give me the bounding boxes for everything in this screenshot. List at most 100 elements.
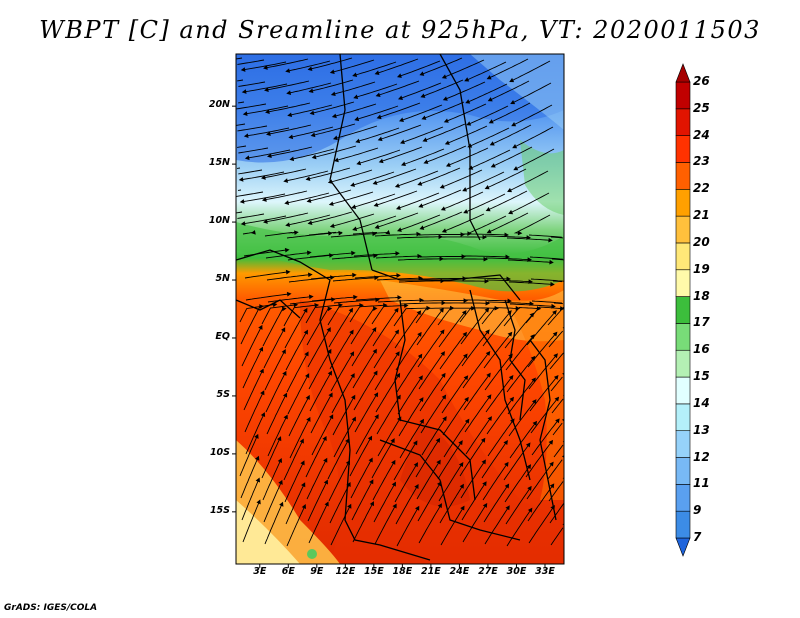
- streamline: [471, 149, 511, 169]
- streamline-arrow: [285, 222, 291, 227]
- streamline-arrow: [277, 458, 282, 464]
- streamline-arrow: [304, 351, 309, 357]
- streamline-arrow: [306, 198, 312, 203]
- colorbar-label: 17: [693, 315, 710, 330]
- streamline-arrow: [330, 91, 336, 96]
- streamline: [503, 307, 538, 327]
- colorbar-segment: [675, 349, 691, 378]
- streamline-arrow: [240, 67, 246, 72]
- streamline: [353, 171, 395, 186]
- streamline: [509, 303, 552, 307]
- streamline-arrow: [231, 80, 234, 83]
- streamline-arrow: [505, 254, 510, 260]
- streamline: [489, 190, 528, 210]
- streamline: [464, 397, 490, 433]
- streamline-arrow: [352, 226, 358, 231]
- streamline: [446, 81, 486, 100]
- streamline: [236, 211, 243, 214]
- lon-label: 18E: [392, 566, 413, 577]
- streamline: [506, 510, 531, 547]
- streamline: [375, 375, 399, 413]
- streamline-arrow: [272, 302, 278, 308]
- streamline-arrow: [565, 236, 568, 239]
- streamline-arrow: [461, 310, 467, 316]
- streamline: [332, 397, 354, 436]
- colorbar-max-triangle: [675, 63, 691, 83]
- streamline: [504, 467, 530, 503]
- lat-label: 10S: [209, 446, 230, 458]
- streamline: [465, 419, 491, 455]
- streamline: [437, 443, 461, 480]
- colorbar-segment: [675, 81, 691, 110]
- streamline: [516, 148, 555, 169]
- streamline: [464, 255, 507, 258]
- colorbar-label: 14: [693, 395, 710, 410]
- streamline-arrow: [529, 301, 534, 306]
- colorbar-segment: [675, 296, 691, 324]
- streamline-arrow: [310, 132, 316, 138]
- streamline-arrow: [374, 224, 380, 229]
- streamline: [380, 102, 421, 118]
- streamline-arrow: [329, 223, 335, 229]
- streamline-arrow: [416, 231, 421, 237]
- streamline: [310, 189, 352, 202]
- streamline: [265, 374, 285, 413]
- streamline: [307, 482, 327, 522]
- streamline-arrow: [281, 327, 286, 333]
- streamline-arrow: [549, 259, 554, 265]
- streamline-arrow: [563, 349, 564, 351]
- streamline: [484, 235, 528, 238]
- temperature-field: [230, 54, 569, 564]
- streamline: [261, 439, 280, 479]
- streamline-arrow: [260, 412, 266, 418]
- streamline: [547, 306, 564, 326]
- streamline-arrow: [420, 93, 426, 98]
- streamline: [371, 305, 405, 325]
- streamline-arrow: [259, 368, 264, 374]
- streamline: [485, 257, 529, 261]
- streamline: [482, 464, 507, 501]
- lon-label: 3E: [253, 566, 267, 577]
- country-borders: [236, 54, 557, 561]
- streamline-arrow: [303, 307, 308, 313]
- streamline-arrow: [288, 134, 294, 140]
- streamline: [396, 356, 421, 393]
- streamline-arrow: [230, 212, 233, 215]
- streamline-arrow: [439, 329, 445, 335]
- streamline: [444, 191, 484, 210]
- streamline-arrow: [279, 501, 284, 507]
- streamline-arrow: [323, 457, 328, 463]
- streamline: [265, 190, 308, 201]
- streamline-arrow: [507, 187, 513, 193]
- streamline-arrow: [566, 258, 569, 261]
- streamline-arrow: [353, 294, 358, 300]
- streamline-arrow: [395, 351, 400, 357]
- streamline: [421, 419, 445, 456]
- streamline-arrow: [507, 298, 512, 304]
- streamline: [287, 376, 308, 415]
- streamline-arrow: [230, 195, 233, 198]
- streamline-arrow: [328, 392, 333, 398]
- streamline: [243, 371, 263, 411]
- streamline-arrow: [267, 153, 272, 159]
- streamline-arrow: [463, 375, 469, 381]
- streamline: [439, 334, 465, 370]
- streamline: [486, 279, 530, 283]
- colorbar-segment: [675, 403, 691, 432]
- streamline-arrow: [459, 483, 464, 489]
- streamline-arrow: [327, 348, 332, 354]
- streamline-arrow: [527, 485, 532, 491]
- streamline-arrow: [308, 88, 314, 94]
- streamline: [528, 356, 556, 390]
- colorbar-label: 20: [693, 234, 710, 249]
- streamline: [244, 393, 263, 433]
- streamline-arrow: [289, 156, 295, 162]
- streamline-arrow: [400, 161, 406, 167]
- streamline: [308, 352, 330, 390]
- streamline: [421, 189, 462, 207]
- streamline: [415, 440, 439, 478]
- streamline: [351, 482, 372, 521]
- streamline: [286, 507, 305, 547]
- streamline: [395, 334, 420, 371]
- streamline-arrow: [504, 483, 510, 489]
